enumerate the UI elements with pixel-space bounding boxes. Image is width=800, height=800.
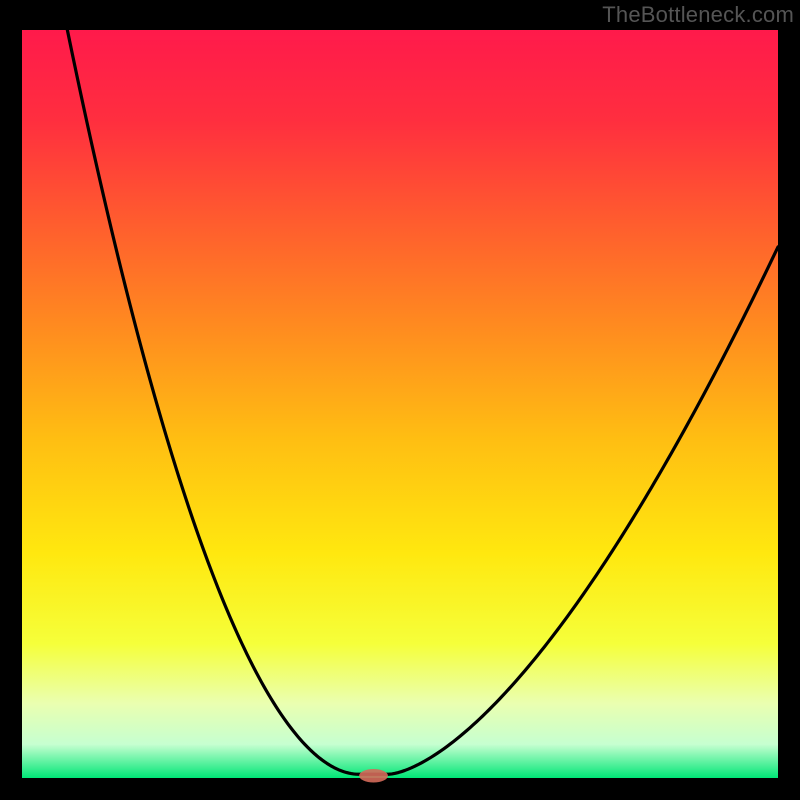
bottleneck-chart [0, 0, 800, 800]
chart-container: TheBottleneck.com [0, 0, 800, 800]
plot-background [22, 30, 778, 778]
watermark-text: TheBottleneck.com [602, 2, 794, 28]
optimal-marker [359, 769, 388, 782]
